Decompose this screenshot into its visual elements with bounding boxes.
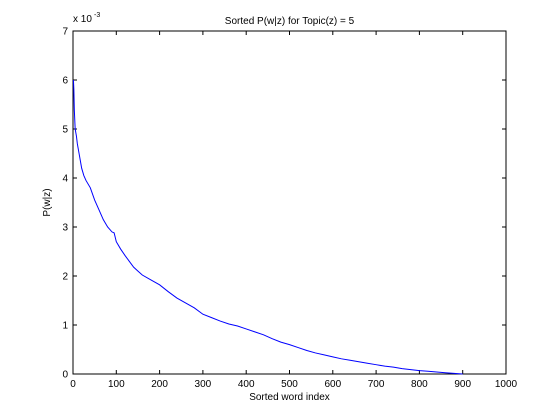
y-axis-label: P(w|z) — [42, 188, 53, 216]
chart-title: Sorted P(w|z) for Topic(z) = 5 — [225, 16, 355, 27]
x-tick-label: 400 — [238, 379, 255, 390]
series-line — [72, 79, 463, 375]
x-tick-label: 0 — [70, 379, 76, 390]
x-ticks: 0 100 200 300 400 500 600 700 800 900 1000 — [70, 31, 518, 390]
y-tick-label: 3 — [62, 223, 68, 234]
y-tick-label: 6 — [62, 76, 68, 87]
x-tick-label: 600 — [324, 379, 341, 390]
x-tick-label: 200 — [151, 379, 168, 390]
y-tick-label: 2 — [62, 272, 68, 283]
x-tick-label: 700 — [368, 379, 385, 390]
y-tick-label: 7 — [62, 27, 68, 38]
x-tick-label: 500 — [281, 379, 298, 390]
y-exponent-value: -3 — [94, 12, 100, 19]
y-tick-label: 5 — [62, 125, 68, 136]
x-axis-label: Sorted word index — [249, 392, 330, 403]
y-tick-label: 4 — [62, 174, 68, 185]
x-tick-label: 900 — [454, 379, 471, 390]
x-tick-label: 100 — [108, 379, 125, 390]
y-tick-label: 1 — [62, 321, 68, 332]
x-tick-label: 800 — [411, 379, 428, 390]
x-tick-label: 1000 — [495, 379, 518, 390]
x-tick-label: 300 — [195, 379, 212, 390]
y-exponent-prefix: x 10 — [73, 14, 92, 25]
plot-area — [72, 30, 507, 375]
y-tick-label: 0 — [62, 370, 68, 381]
